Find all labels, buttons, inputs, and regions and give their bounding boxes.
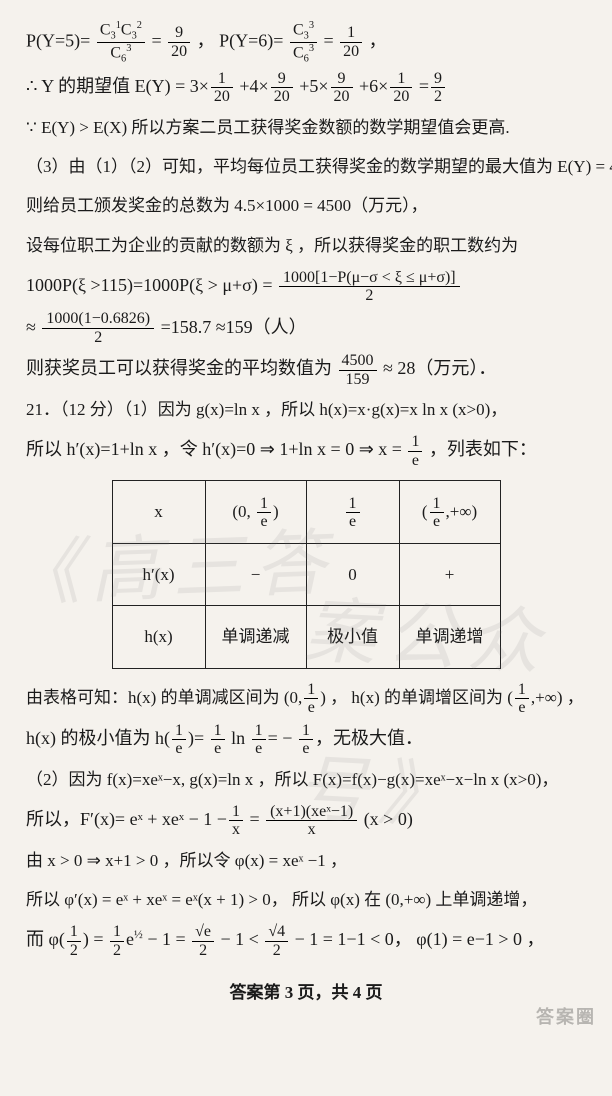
table-row: x (0, 1e) 1e (1e,+∞) [112, 480, 500, 543]
table-row: h′(x) − 0 + [112, 544, 500, 606]
eq-approx-159: ≈ 1000(1−0.6826)2 =158.7 ≈159（人） [26, 308, 586, 348]
cell: 0 [306, 544, 399, 606]
cell: 单调递减 [205, 606, 306, 668]
q21-part1: 21．（12 分）（1）因为 g(x)=ln x ，所以 h(x)=x·g(x)… [26, 391, 586, 428]
eq-avg-bonus: 则获奖员工可以获得奖金的平均数值为 4500159 ≈ 28（万元）． [26, 349, 586, 389]
eq-p-y5-y6: P(Y=5)= C31C32C63 = 920 ， P(Y=6)= C33C63… [26, 20, 586, 65]
cell-h: h(x) [112, 606, 205, 668]
eq-Fprime: 所以，F′(x)= eˣ + xeˣ − 1 −1x = (x+1)(xeˣ−1… [26, 800, 586, 840]
phi-monotone: 所以 φ′(x) = eˣ + xeˣ = eˣ(x + 1) > 0， 所以 … [26, 881, 586, 918]
cell: + [399, 544, 500, 606]
monotonicity-table: x (0, 1e) 1e (1e,+∞) h′(x) − 0 + h(x) 单调… [112, 480, 501, 669]
q21-part2: （2）因为 f(x)=xeˣ−x, g(x)=ln x ，所以 F(x)=f(x… [26, 761, 586, 798]
total-bonus: 则给员工颁发奖金的总数为 4.5×1000 = 4500（万元）， [26, 187, 586, 224]
cell-hprime: h′(x) [112, 544, 205, 606]
cell-int1: (0, 1e) [205, 480, 306, 543]
cell-x: x [112, 480, 205, 543]
eq-expectation-y: ∴ Y 的期望值 E(Y) = 3×120 +4×920 +5×920 +6×1… [26, 67, 586, 107]
eq-hprime: 所以 h′(x)=1+ln x ，令 h′(x)=0 ⇒ 1+ln x = 0 … [26, 430, 586, 470]
min-value: h(x) 的极小值为 h(1e)= 1e ln 1e= − 1e，无极大值． [26, 719, 586, 759]
page-footer: 答案第 3 页，共 4 页 [26, 974, 586, 1011]
stmt-ey-gt-ex: ∵ E(Y) > E(X) 所以方案二员工获得奖金数额的数学期望值会更高. [26, 109, 586, 146]
phi-half: 而 φ(12) = 12e½ − 1 = √e2 − 1 < √42 − 1 =… [26, 920, 586, 960]
define-phi: 由 x > 0 ⇒ x+1 > 0 ，所以令 φ(x) = xeˣ −1 ， [26, 842, 586, 879]
cell: − [205, 544, 306, 606]
cell: 极小值 [306, 606, 399, 668]
table-row: h(x) 单调递减 极小值 单调递增 [112, 606, 500, 668]
cell-crit: 1e [306, 480, 399, 543]
interval-conclusion: 由表格可知：h(x) 的单调减区间为 (0,1e) ， h(x) 的单调增区间为… [26, 679, 586, 717]
part3-intro: （3）由（1）（2）可知，平均每位员工获得奖金的数学期望的最大值为 E(Y) =… [26, 148, 586, 185]
setup-xi: 设每位职工为企业的贡献的数额为 ξ ，所以获得奖金的职工数约为 [26, 227, 586, 264]
watermark-corner: 答案圈 [536, 998, 596, 1038]
cell-int2: (1e,+∞) [399, 480, 500, 543]
eq-1000p: 1000P(ξ >115)=1000P(ξ > μ+σ) = 1000[1−P(… [26, 266, 586, 306]
page: 《高三答 案公众号》 P(Y=5)= C31C32C63 = 920 ， P(Y… [0, 0, 612, 1051]
cell: 单调递增 [399, 606, 500, 668]
